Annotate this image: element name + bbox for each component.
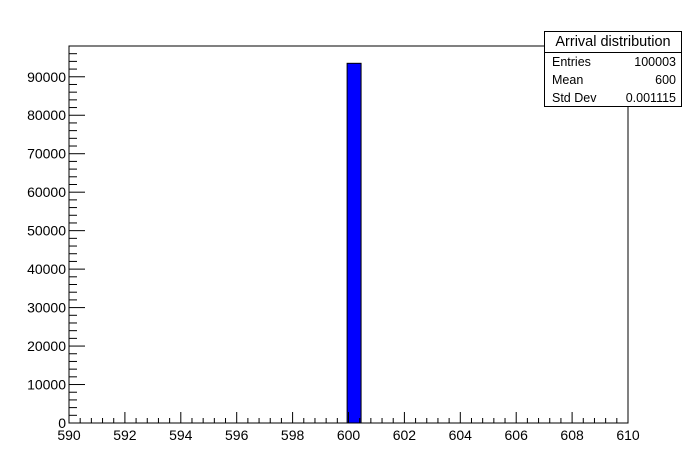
y-axis: 0 10000 20000 30000 40000 50000 60000 70000 8000… bbox=[27, 45, 85, 431]
y-tick-label: 30000 bbox=[27, 300, 66, 316]
y-tick-label: 60000 bbox=[27, 184, 66, 200]
x-tick-label: 594 bbox=[169, 427, 193, 443]
stats-value-entries: 100003 bbox=[634, 55, 676, 69]
x-tick-label: 606 bbox=[505, 427, 529, 443]
y-tick-label: 90000 bbox=[27, 69, 66, 85]
x-tick-label: 608 bbox=[560, 427, 584, 443]
y-tick-label: 20000 bbox=[27, 338, 66, 354]
stats-label-stddev: Std Dev bbox=[552, 91, 597, 105]
stats-row-stddev: Std Dev 0.001115 bbox=[545, 89, 681, 107]
y-tick-label: 50000 bbox=[27, 223, 66, 239]
stats-box: Arrival distribution Entries 100003 Mean… bbox=[544, 31, 682, 107]
y-tick-label: 80000 bbox=[27, 107, 66, 123]
stats-box-title: Arrival distribution bbox=[545, 32, 681, 53]
histogram-bars bbox=[346, 62, 362, 424]
y-tick-label: 10000 bbox=[27, 377, 66, 393]
stats-label-mean: Mean bbox=[552, 73, 584, 87]
x-tick-label: 602 bbox=[393, 427, 417, 443]
y-tick-label: 40000 bbox=[27, 261, 66, 277]
x-tick-label: 592 bbox=[113, 427, 137, 443]
stats-row-mean: Mean 600 bbox=[545, 71, 681, 89]
stats-row-entries: Entries 100003 bbox=[545, 53, 681, 71]
x-tick-label: 604 bbox=[449, 427, 473, 443]
stats-label-entries: Entries bbox=[552, 55, 591, 69]
x-tick-label: 610 bbox=[616, 427, 640, 443]
x-tick-label: 596 bbox=[225, 427, 249, 443]
stats-value-stddev: 0.001115 bbox=[625, 91, 676, 105]
histogram-bar-0 bbox=[346, 62, 362, 424]
y-tick-label: 70000 bbox=[27, 146, 66, 162]
x-tick-label: 598 bbox=[281, 427, 305, 443]
y-tick-label: 0 bbox=[58, 415, 66, 431]
stats-value-mean: 600 bbox=[655, 73, 676, 87]
x-tick-label: 590 bbox=[57, 427, 81, 443]
x-axis: 590 592 594 596 598 600 602 604 606 608 610 bbox=[57, 412, 640, 443]
x-tick-label: 600 bbox=[337, 427, 361, 443]
